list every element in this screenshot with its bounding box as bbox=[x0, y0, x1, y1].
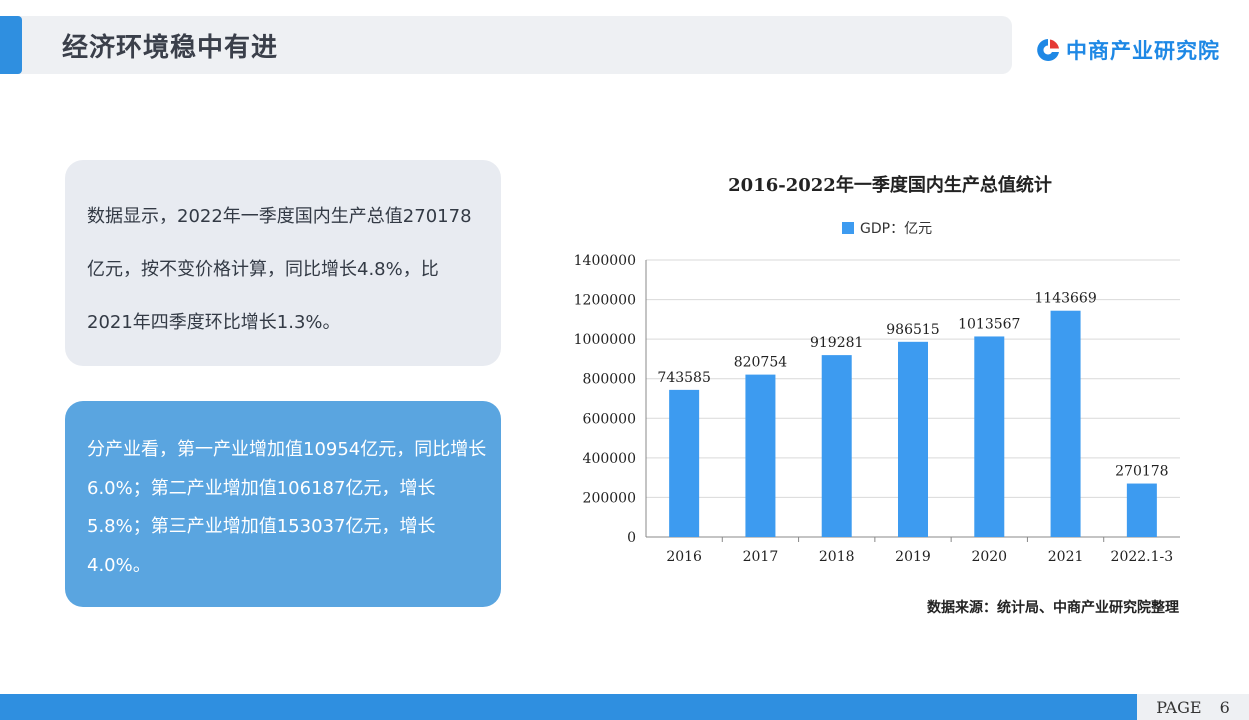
data-label: 270178 bbox=[1115, 464, 1168, 480]
bar bbox=[1050, 310, 1081, 537]
summary-text: 数据显示，2022年一季度国内生产总值270178亿元，按不变价格计算，同比增长… bbox=[87, 206, 472, 333]
x-tick-label: 2017 bbox=[743, 549, 779, 565]
data-label: 919281 bbox=[810, 335, 863, 351]
y-tick-label: 400000 bbox=[583, 451, 636, 467]
y-tick-label: 1400000 bbox=[574, 253, 636, 269]
bar bbox=[974, 336, 1005, 537]
bar bbox=[669, 389, 700, 537]
page-number: 6 bbox=[1219, 697, 1230, 717]
header-accent bbox=[0, 16, 22, 74]
data-label: 743585 bbox=[657, 370, 710, 386]
summary-box: 数据显示，2022年一季度国内生产总值270178亿元，按不变价格计算，同比增长… bbox=[65, 160, 501, 366]
x-tick-label: 2016 bbox=[666, 549, 702, 565]
header-bar bbox=[0, 16, 1012, 74]
chart-legend: GDP：亿元 bbox=[842, 218, 932, 238]
logo: 中商产业研究院 bbox=[1034, 34, 1220, 66]
x-tick-label: 2020 bbox=[971, 549, 1007, 565]
y-tick-label: 800000 bbox=[583, 372, 636, 388]
page-title: 经济环境稳中有进 bbox=[62, 33, 279, 63]
page-indicator: PAGE 6 bbox=[1137, 694, 1249, 720]
x-tick-label: 2021 bbox=[1048, 549, 1084, 565]
logo-text: 中商产业研究院 bbox=[1066, 39, 1220, 63]
x-tick-label: 2022.1-3 bbox=[1111, 549, 1174, 565]
legend-swatch bbox=[842, 222, 854, 234]
bar bbox=[745, 374, 776, 537]
y-tick-label: 200000 bbox=[583, 490, 636, 506]
data-label: 820754 bbox=[734, 355, 788, 371]
data-label: 986515 bbox=[886, 322, 939, 338]
bar bbox=[898, 341, 928, 537]
industry-box: 分产业看，第一产业增加值10954亿元，同比增长6.0%；第二产业增加值1061… bbox=[65, 401, 501, 607]
footer-bar bbox=[0, 694, 1249, 720]
y-tick-label: 1000000 bbox=[574, 332, 636, 348]
page-label: PAGE bbox=[1156, 697, 1202, 717]
x-tick-label: 2018 bbox=[819, 549, 855, 565]
bar bbox=[1126, 483, 1157, 537]
chart-title: 2016-2022年一季度国内生产总值统计 bbox=[728, 175, 1052, 196]
data-label: 1013567 bbox=[958, 316, 1020, 332]
company-logo-icon bbox=[1037, 39, 1059, 61]
y-tick-label: 600000 bbox=[583, 411, 636, 427]
data-label: 1143669 bbox=[1034, 291, 1096, 307]
legend-label: GDP：亿元 bbox=[860, 221, 933, 237]
data-source: 数据来源：统计局、中商产业研究院整理 bbox=[927, 600, 1179, 616]
bar-chart: 0 200000 400000 600000 800000 1000000 1200000 1… bbox=[574, 253, 1180, 565]
industry-text: 分产业看，第一产业增加值10954亿元，同比增长6.0%；第二产业增加值1061… bbox=[87, 439, 487, 576]
y-tick-label: 1200000 bbox=[574, 293, 636, 309]
bar bbox=[821, 355, 852, 537]
y-tick-label: 0 bbox=[627, 530, 636, 546]
x-tick-label: 2019 bbox=[895, 549, 931, 565]
